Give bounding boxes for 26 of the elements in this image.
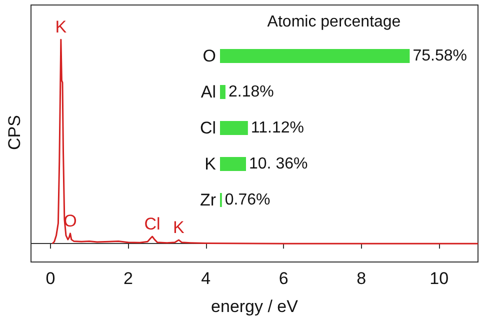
data-label: 2.18% (228, 84, 274, 100)
bar (220, 49, 410, 63)
y-tick-label: Cl (200, 118, 216, 138)
data-label: 10. 36% (249, 156, 308, 172)
bar (220, 121, 248, 135)
annotation: K (173, 218, 186, 237)
x-tick-label: 10 (430, 269, 449, 288)
bar (220, 85, 226, 99)
annotation: K (55, 18, 68, 37)
x-tick-label: 8 (356, 269, 366, 288)
bar (220, 157, 246, 171)
data-label: 75.58% (412, 48, 467, 64)
x-tick-label: 4 (201, 269, 211, 288)
y-axis-title: CPS (5, 115, 24, 150)
y-tick-label: O (202, 46, 216, 66)
x-tick-label: 0 (46, 269, 56, 288)
x-tick-label: 6 (278, 269, 288, 288)
annotation: Cl (144, 214, 160, 234)
y-tick-label: K (204, 154, 217, 174)
y-tick-label: Zr (200, 190, 216, 210)
data-label: 11.12% (250, 120, 304, 136)
x-axis-title: energy / eV (211, 297, 299, 316)
y-tick-label: Al (200, 82, 216, 102)
x-tick-label: 2 (123, 269, 133, 288)
chart-title: Atomic percentage (267, 14, 401, 30)
data-label: 0.76% (224, 192, 270, 208)
